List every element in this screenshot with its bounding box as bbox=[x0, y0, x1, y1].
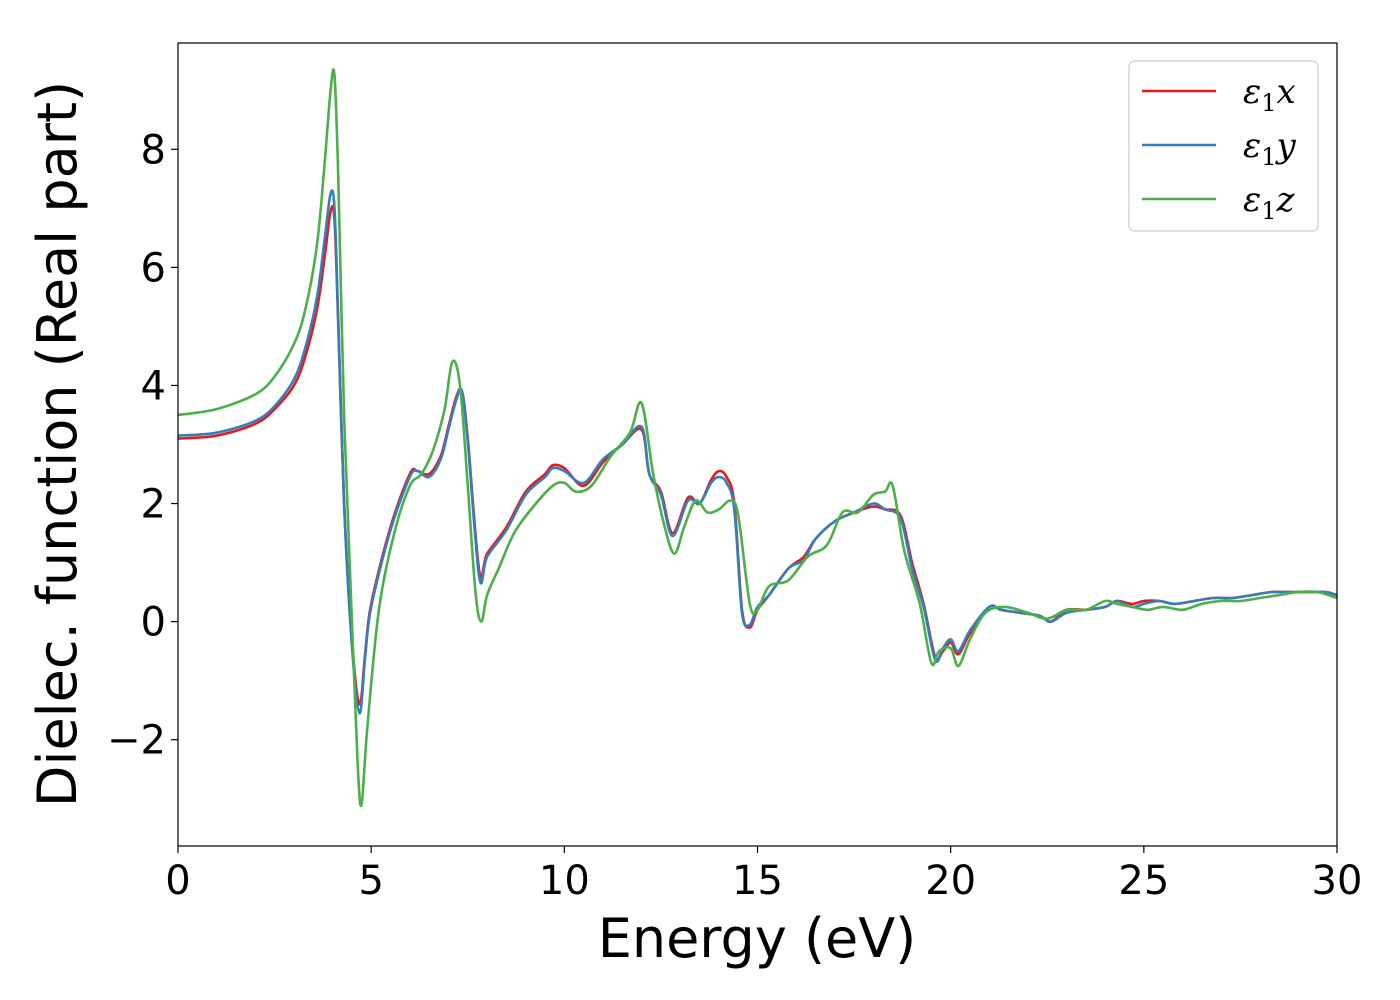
x-tick-label: 10 bbox=[539, 858, 590, 904]
x-tick-label: 30 bbox=[1312, 858, 1363, 904]
y-tick-label: 2 bbox=[141, 482, 166, 528]
legend-label-y: ε1y bbox=[1243, 126, 1297, 171]
series-line-y bbox=[178, 189, 1337, 715]
x-tick-label: 15 bbox=[732, 858, 783, 904]
legend-label-var: z bbox=[1276, 180, 1296, 220]
x-axis-label: Energy (eV) bbox=[598, 907, 917, 970]
legend-label-base: ε bbox=[1243, 126, 1261, 166]
y-tick-label: 4 bbox=[141, 363, 166, 409]
x-tick-label: 0 bbox=[165, 858, 190, 904]
legend-label-var: x bbox=[1277, 72, 1296, 112]
legend-label-x: ε1x bbox=[1243, 72, 1296, 117]
legend-label-base: ε bbox=[1243, 72, 1261, 112]
series-line-z bbox=[178, 68, 1337, 808]
legend-label-base: ε bbox=[1243, 180, 1261, 220]
x-tick-label: 25 bbox=[1118, 858, 1169, 904]
legend-label-sub: 1 bbox=[1261, 89, 1276, 117]
x-tick-label: 20 bbox=[925, 858, 976, 904]
y-axis-label: Dielec. function (Real part) bbox=[26, 81, 89, 807]
legend-label-z: ε1z bbox=[1243, 180, 1296, 225]
y-tick-label: 0 bbox=[141, 600, 166, 646]
legend-label-var: y bbox=[1275, 126, 1297, 166]
y-tick-label: 6 bbox=[141, 245, 166, 291]
x-tick-label: 5 bbox=[358, 858, 383, 904]
y-tick-label: 8 bbox=[141, 127, 166, 173]
legend-label-sub: 1 bbox=[1261, 143, 1276, 171]
y-tick-label: −2 bbox=[107, 718, 166, 764]
y-axis: −2 0 2 4 6 8 bbox=[107, 127, 178, 764]
legend-box bbox=[1128, 60, 1319, 232]
x-axis: 0 5 10 15 20 25 30 bbox=[165, 846, 1362, 904]
legend-label-sub: 1 bbox=[1261, 197, 1276, 225]
series-layer bbox=[178, 68, 1337, 808]
